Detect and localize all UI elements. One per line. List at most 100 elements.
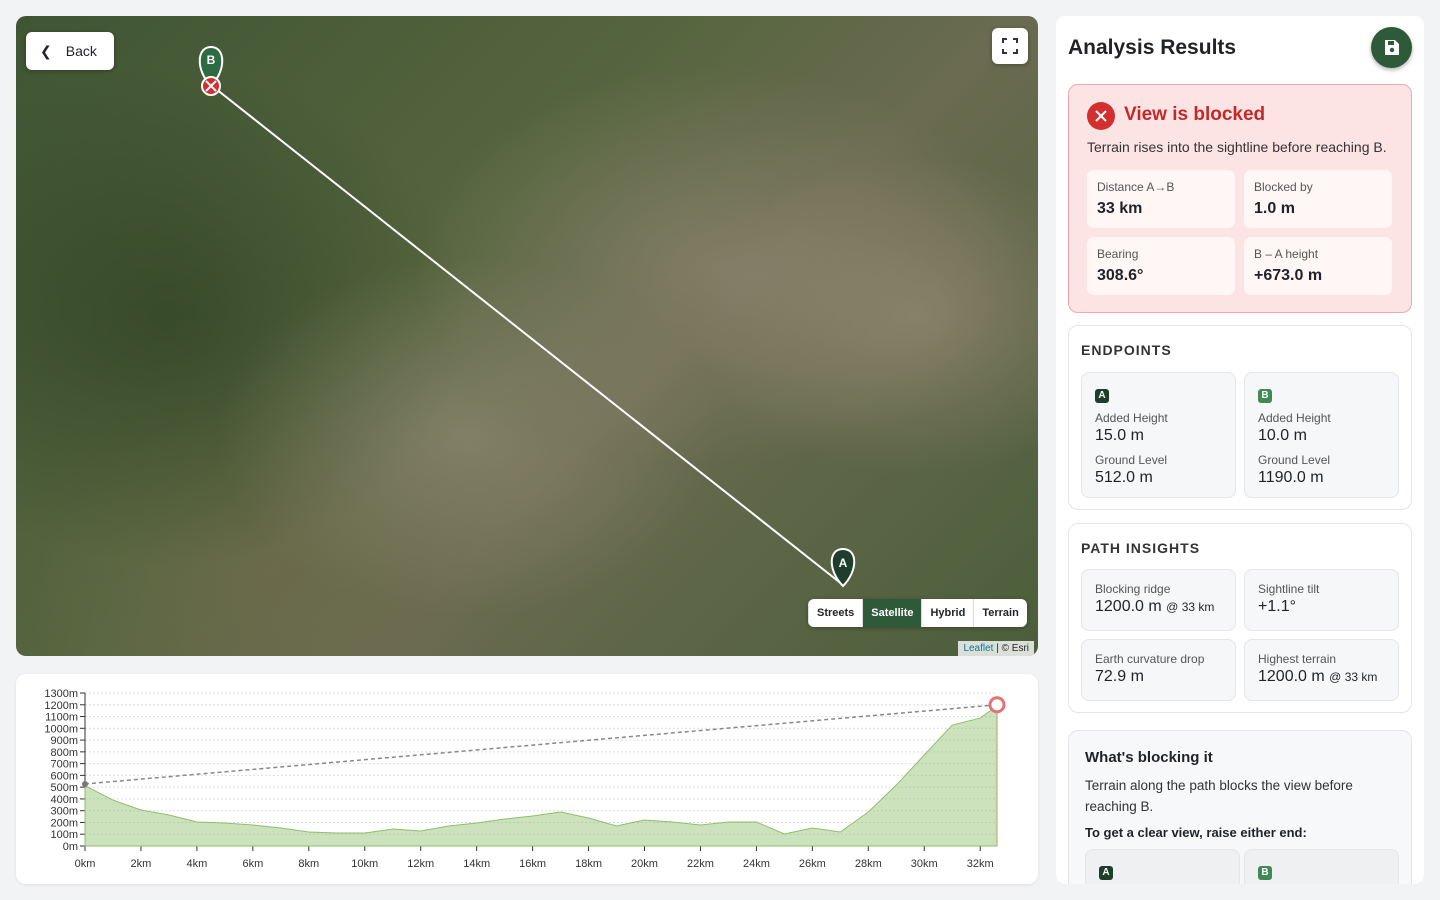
section-heading: PATH INSIGHTS <box>1081 540 1201 556</box>
blocking-title: What's blocking it <box>1085 749 1213 766</box>
x-tick-label: 28km <box>855 858 882 870</box>
elevation-profile: 0m 100m 200m 300m 400m 500m 600m 700m 800m 900m 10… <box>16 674 1038 884</box>
sightline <box>84 704 998 785</box>
sightline <box>210 84 844 586</box>
stat-label: Bearing <box>1097 247 1139 261</box>
x-tick-label: 22km <box>687 858 714 870</box>
y-tick-label: 500m <box>50 782 78 794</box>
x-tick-label: 10km <box>351 858 378 870</box>
endpoints-card: ENDPOINTS A Added Height 15.0 m Ground Le… <box>1068 325 1412 510</box>
panel-title: Analysis Results <box>1068 36 1237 59</box>
map-overlay: B A <box>198 45 856 588</box>
marker-a[interactable] <box>830 547 856 588</box>
insight-value: +1.1° <box>1258 598 1296 615</box>
y-tick-label: 100m <box>50 829 78 841</box>
x-tick-label: 30km <box>911 858 938 870</box>
save-icon <box>1385 40 1399 55</box>
layer-option[interactable]: Satellite <box>862 599 922 627</box>
x-tick-label: 18km <box>575 858 602 870</box>
attribution-text: | © Esri <box>996 643 1029 654</box>
x-tick-label: 32km <box>967 858 994 870</box>
x-tick-label: 2km <box>131 858 152 870</box>
x-tick-label: 0km <box>75 858 96 870</box>
stat-value: +673.0 m <box>1254 267 1323 284</box>
marker-a-label: A <box>839 556 848 570</box>
badge: A <box>1095 389 1109 403</box>
status-title: View is blocked <box>1124 104 1266 125</box>
insight-label: Sightline tilt <box>1258 582 1320 596</box>
insight-label: Earth curvature drop <box>1095 652 1205 666</box>
field-label: Added Height <box>1095 411 1168 425</box>
raise-option[interactable]: A <box>1085 849 1240 884</box>
field-value: 1190.0 m <box>1258 469 1324 486</box>
endpoint: A Added Height 15.0 m Ground Level 512.0 m <box>1081 372 1236 498</box>
block-point <box>988 696 1006 714</box>
blocked-icon <box>205 80 217 92</box>
insight-suffix: @ 33 km <box>1166 600 1215 614</box>
layer-option[interactable]: Streets <box>808 599 862 627</box>
x-tick-label: 26km <box>799 858 826 870</box>
layer-switcher: Streets Satellite Hybrid Terrain <box>808 599 1027 627</box>
back-button[interactable]: ❮ Back <box>26 32 114 70</box>
attribution: Leaflet | © Esri <box>958 641 1034 656</box>
stat-label: B – A height <box>1254 247 1319 261</box>
insight-value: 1200.0 m <box>1095 598 1162 615</box>
blocking-prompt: To get a clear view, raise either end: <box>1085 825 1307 840</box>
y-tick-label: 400m <box>50 794 78 806</box>
insight-suffix: @ 33 km <box>1329 670 1378 684</box>
section-heading: ENDPOINTS <box>1081 342 1172 358</box>
stat: Distance A→B 33 km <box>1087 170 1235 228</box>
y-tick-label: 1200m <box>44 700 78 712</box>
y-tick-label: 0m <box>63 841 78 853</box>
x-tick-label: 24km <box>743 858 770 870</box>
stat-value: 33 km <box>1097 200 1143 217</box>
attribution-link[interactable]: Leaflet <box>963 643 994 654</box>
x-tick-label: 16km <box>519 858 546 870</box>
field-value: 15.0 m <box>1095 427 1144 444</box>
stat: Bearing 308.6° <box>1087 237 1235 295</box>
save-button[interactable] <box>1371 27 1412 68</box>
status-text: Terrain rises into the sightline before … <box>1087 139 1387 155</box>
y-tick-label: 600m <box>50 770 78 782</box>
blocking-card: What's blocking it Terrain along the pat… <box>1068 730 1412 884</box>
layer-option[interactable]: Terrain <box>973 599 1026 627</box>
insight: Blocking ridge 1200.0 m @ 33 km <box>1081 569 1236 631</box>
insight-value: 1200.0 m <box>1258 668 1325 685</box>
x-tick-label: 6km <box>242 858 263 870</box>
field-label: Ground Level <box>1095 453 1168 467</box>
x-tick-label: 4km <box>187 858 208 870</box>
map[interactable]: B A ❮ Back Streets Satellite Hybrid Terrain … <box>16 16 1038 656</box>
y-tick-label: 800m <box>50 747 78 759</box>
x-tick-label: 14km <box>463 858 490 870</box>
layer-option[interactable]: Hybrid <box>921 599 973 627</box>
stat: Blocked by 1.0 m <box>1244 170 1392 228</box>
start-point <box>82 780 88 787</box>
terrain-area <box>84 704 998 847</box>
status-card: View is blocked Terrain rises into the s… <box>1068 84 1412 313</box>
insight: Highest terrain 1200.0 m @ 33 km <box>1244 639 1399 701</box>
field-label: Ground Level <box>1258 453 1331 467</box>
marker-b[interactable] <box>198 45 224 88</box>
marker-b-label: B <box>207 53 216 67</box>
insight: Earth curvature drop 72.9 m <box>1081 639 1236 701</box>
insights-card: PATH INSIGHTS Blocking ridge 1200.0 m @ 3… <box>1068 523 1412 713</box>
y-tick-label: 900m <box>50 735 78 747</box>
stat-value: 308.6° <box>1097 267 1144 284</box>
y-tick-label: 200m <box>50 817 78 829</box>
y-tick-label: 300m <box>50 806 78 818</box>
stat-label: Blocked by <box>1254 180 1313 194</box>
field-value: 10.0 m <box>1258 427 1307 444</box>
x-tick-label: 12km <box>407 858 434 870</box>
results-panel: Analysis Results View is blocked Terrain… <box>1056 16 1424 884</box>
blocking-text: Terrain along the path blocks the view b… <box>1085 778 1353 814</box>
badge: A <box>1099 866 1113 880</box>
y-tick-label: 1300m <box>44 688 78 700</box>
back-icon: ❮ <box>40 42 52 59</box>
insight-label: Blocking ridge <box>1095 582 1171 596</box>
back-label: Back <box>65 43 97 59</box>
raise-option[interactable]: B <box>1244 849 1399 884</box>
field-label: Added Height <box>1258 411 1331 425</box>
fullscreen-button[interactable] <box>992 28 1028 64</box>
